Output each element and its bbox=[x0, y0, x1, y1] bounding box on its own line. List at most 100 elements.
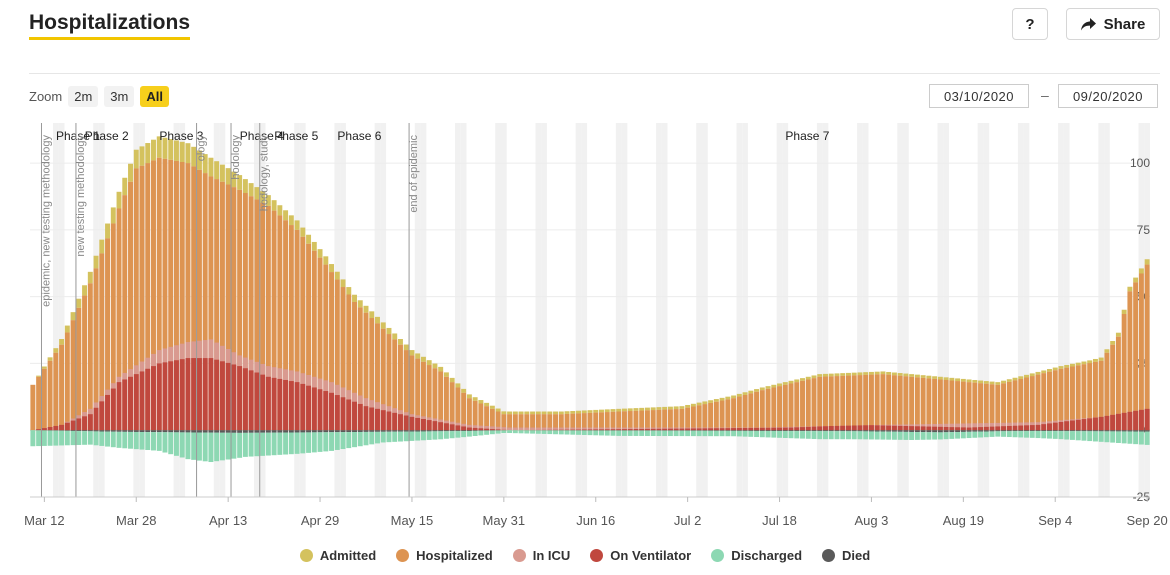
bar-admitted bbox=[64, 325, 70, 333]
bar-hospitalized bbox=[1121, 314, 1127, 431]
bar-on-ventilator bbox=[604, 429, 610, 431]
bar-hospitalized bbox=[191, 166, 197, 431]
bar-on-ventilator bbox=[93, 407, 99, 431]
bar-died bbox=[1058, 430, 1064, 432]
bar-died bbox=[173, 430, 179, 433]
weekend-band bbox=[776, 123, 783, 497]
weekend-band bbox=[897, 123, 904, 497]
bar-admitted bbox=[1121, 309, 1127, 315]
bar-on-ventilator bbox=[1064, 421, 1070, 431]
bar-on-ventilator bbox=[811, 426, 817, 431]
bar-hospitalized bbox=[541, 414, 547, 431]
bar-in-icu bbox=[972, 423, 978, 431]
bar-discharged bbox=[978, 431, 984, 438]
bar-on-ventilator bbox=[754, 427, 760, 431]
bar-discharged bbox=[352, 432, 357, 448]
legend-item-in-icu[interactable]: In ICU bbox=[512, 548, 570, 563]
bar-died bbox=[64, 430, 70, 431]
bar-died bbox=[438, 430, 444, 432]
bar-died bbox=[679, 430, 685, 431]
bar-admitted bbox=[426, 360, 432, 366]
bar-died bbox=[162, 430, 168, 433]
legend-item-died[interactable]: Died bbox=[822, 548, 870, 563]
zoom-3m-button[interactable]: 3m bbox=[104, 86, 135, 107]
bar-admitted bbox=[891, 372, 897, 376]
bar-hospitalized bbox=[581, 413, 587, 431]
phase-label: Phase 5 bbox=[274, 129, 318, 143]
zoom-all-button[interactable]: All bbox=[140, 86, 169, 107]
bar-hospitalized bbox=[845, 375, 851, 431]
bar-admitted bbox=[151, 139, 156, 161]
help-button[interactable]: ? bbox=[1012, 8, 1048, 40]
weekend-band bbox=[736, 123, 743, 497]
bar-hospitalized bbox=[656, 409, 662, 431]
bar-died bbox=[214, 430, 220, 433]
bar-admitted bbox=[719, 397, 725, 401]
bar-hospitalized bbox=[489, 408, 495, 431]
bar-died bbox=[800, 430, 805, 432]
bar-on-ventilator bbox=[1092, 417, 1098, 431]
bar-died bbox=[886, 430, 892, 432]
bar-discharged bbox=[621, 430, 627, 436]
bar-admitted bbox=[972, 379, 978, 383]
bar-hospitalized bbox=[432, 368, 438, 431]
bar-discharged bbox=[443, 431, 449, 439]
bar-died bbox=[782, 430, 788, 432]
bar-hospitalized bbox=[76, 307, 82, 431]
bar-hospitalized bbox=[294, 229, 300, 431]
bar-died bbox=[133, 430, 139, 432]
bar-admitted bbox=[478, 400, 484, 404]
x-tick-label: May 31 bbox=[483, 513, 526, 528]
bar-admitted bbox=[277, 205, 283, 216]
bar-died bbox=[1098, 430, 1104, 432]
bar-admitted bbox=[110, 207, 116, 224]
legend-item-hospitalized[interactable]: Hospitalized bbox=[396, 548, 493, 563]
bar-hospitalized bbox=[1127, 291, 1133, 431]
legend-item-on-ventilator[interactable]: On Ventilator bbox=[590, 548, 691, 563]
bar-hospitalized bbox=[673, 409, 679, 431]
bar-on-ventilator bbox=[840, 425, 846, 431]
bar-admitted bbox=[357, 300, 363, 308]
bar-admitted bbox=[857, 372, 863, 376]
bar-discharged bbox=[47, 430, 53, 446]
bar-discharged bbox=[1144, 431, 1150, 445]
bar-hospitalized bbox=[346, 294, 352, 431]
bar-hospitalized bbox=[627, 411, 633, 431]
bar-died bbox=[742, 430, 748, 431]
bar-died bbox=[932, 430, 938, 433]
weekend-band bbox=[374, 123, 381, 497]
legend-item-discharged[interactable]: Discharged bbox=[711, 548, 802, 563]
start-date-input[interactable]: 03/10/2020 bbox=[929, 84, 1029, 108]
bar-died bbox=[1041, 430, 1047, 432]
end-date-input[interactable]: 09/20/2020 bbox=[1058, 84, 1158, 108]
bar-discharged bbox=[1133, 431, 1139, 445]
bar-on-ventilator bbox=[357, 403, 363, 431]
bar-on-ventilator bbox=[151, 366, 156, 431]
bar-died bbox=[811, 430, 817, 432]
bar-on-ventilator bbox=[725, 428, 731, 431]
zoom-2m-button[interactable]: 2m bbox=[68, 86, 99, 107]
bar-admitted bbox=[828, 373, 834, 377]
bar-on-ventilator bbox=[983, 426, 989, 431]
bar-admitted bbox=[162, 137, 168, 159]
bar-died bbox=[868, 430, 874, 432]
page-title: Hospitalizations bbox=[29, 11, 191, 40]
bar-discharged bbox=[489, 430, 495, 435]
x-tick-label: Jun 16 bbox=[576, 513, 615, 528]
bar-discharged bbox=[547, 430, 553, 435]
bar-hospitalized bbox=[587, 412, 593, 431]
bar-hospitalized bbox=[788, 383, 794, 431]
bar-admitted bbox=[340, 279, 346, 288]
bar-admitted bbox=[823, 373, 828, 377]
bar-discharged bbox=[93, 431, 99, 446]
bar-discharged bbox=[771, 431, 777, 438]
bar-on-ventilator bbox=[300, 383, 306, 431]
weekend-band bbox=[495, 123, 501, 497]
bar-discharged bbox=[461, 431, 467, 438]
legend-item-admitted[interactable]: Admitted bbox=[299, 548, 376, 563]
bar-hospitalized bbox=[765, 388, 771, 431]
bar-on-ventilator bbox=[1035, 424, 1041, 431]
share-button[interactable]: Share bbox=[1066, 8, 1160, 40]
bar-on-ventilator bbox=[673, 428, 679, 431]
bar-in-icu bbox=[472, 425, 478, 431]
